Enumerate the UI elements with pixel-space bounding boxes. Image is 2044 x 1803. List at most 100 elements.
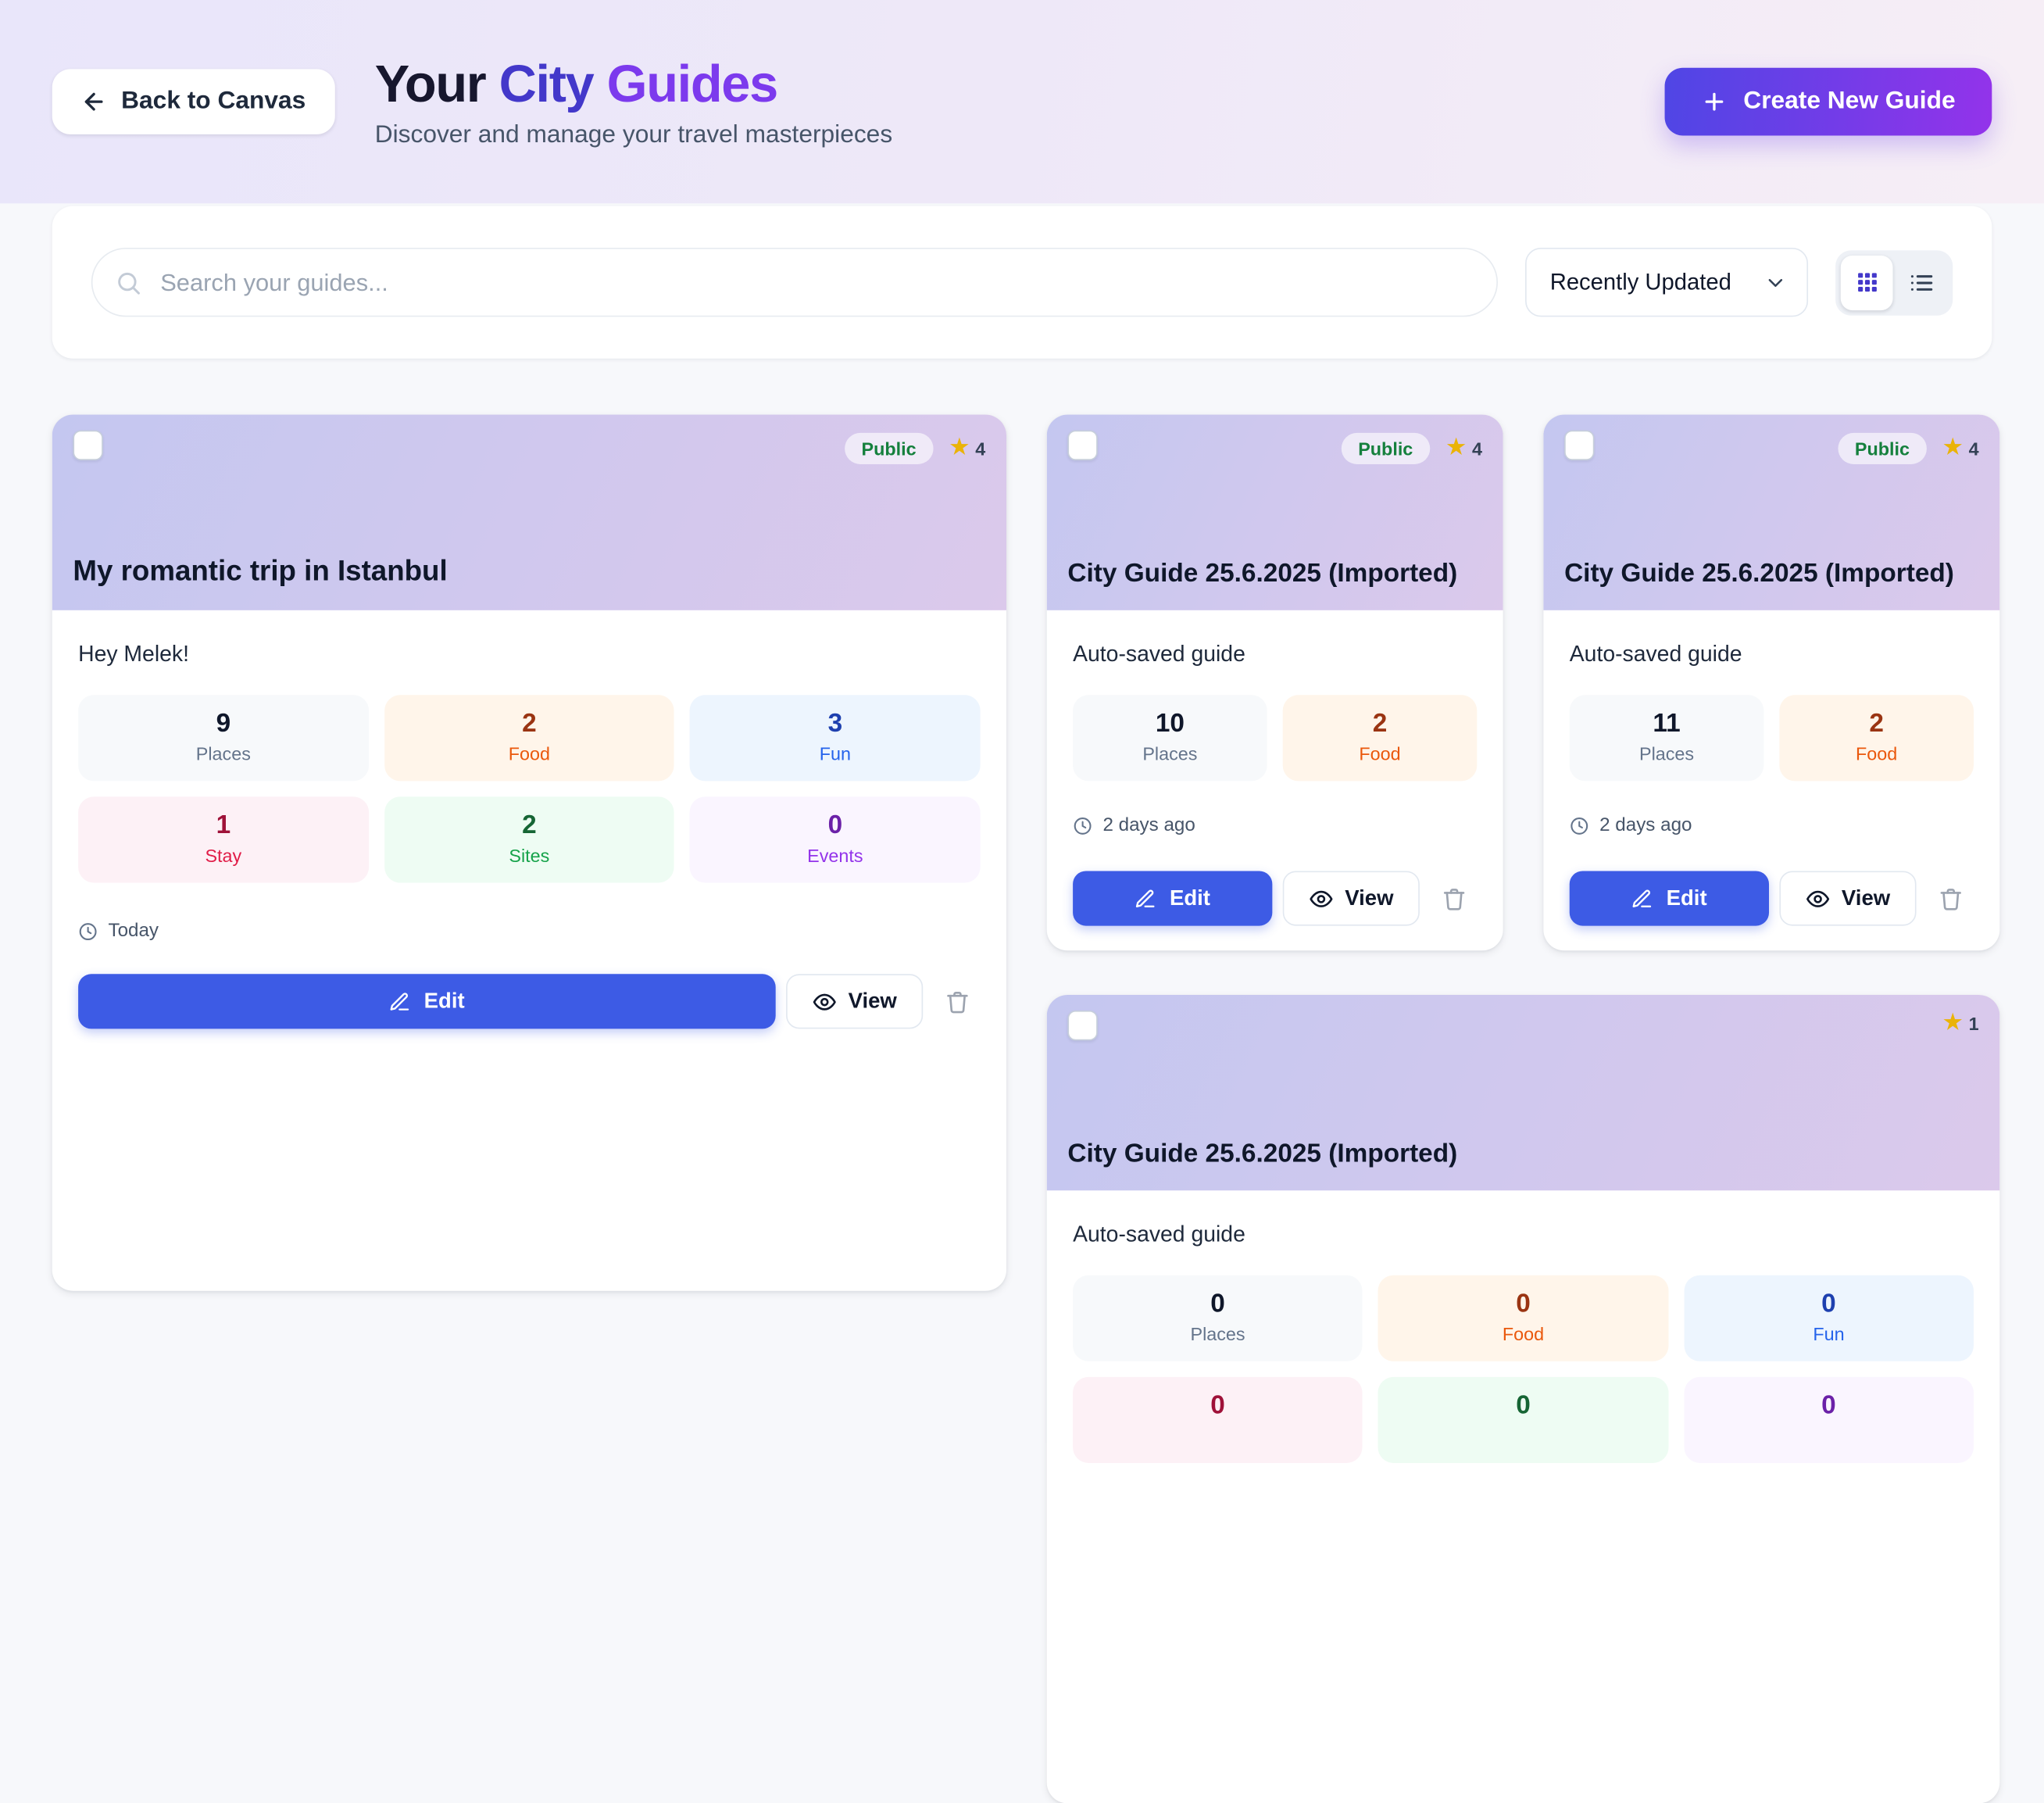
- stat-5: 0: [1378, 1376, 1668, 1463]
- back-label: Back to Canvas: [121, 87, 306, 115]
- card-actions: Edit View: [1073, 871, 1477, 926]
- view-label: View: [1345, 885, 1394, 910]
- delete-button[interactable]: [1430, 871, 1477, 925]
- delete-button[interactable]: [934, 974, 981, 1028]
- updated-timestamp: Today: [78, 921, 981, 942]
- select-checkbox[interactable]: [1067, 1011, 1098, 1041]
- stat-events: 0 Events: [690, 796, 981, 883]
- eye-icon: [1309, 886, 1334, 911]
- stat-label: Food: [508, 742, 550, 764]
- view-button[interactable]: View: [785, 974, 924, 1029]
- card-header: ★ 1 City Guide 25.6.2025 (Imported): [1046, 994, 2000, 1191]
- view-toggle: [1835, 249, 1953, 315]
- trash-icon: [1441, 886, 1466, 911]
- star-icon: ★: [1943, 1011, 1963, 1035]
- pencil-icon: [1631, 887, 1653, 909]
- list-icon: [1909, 270, 1935, 295]
- delete-button[interactable]: [1927, 871, 1974, 925]
- pencil-icon: [389, 990, 411, 1012]
- stat-value: 0: [1210, 1391, 1225, 1420]
- stat-value: 0: [1821, 1290, 1836, 1318]
- star-rating: ★ 4: [950, 438, 985, 460]
- edit-button[interactable]: Edit: [1073, 871, 1272, 926]
- create-new-guide-button[interactable]: Create New Guide: [1665, 67, 1992, 136]
- edit-button[interactable]: Edit: [1569, 871, 1769, 926]
- stat-places: 9 Places: [78, 695, 369, 782]
- clock-icon: [1570, 816, 1589, 835]
- star-icon: ★: [1446, 436, 1466, 460]
- card-body: Auto-saved guide 10 Places 2 Food 2 days a…: [1047, 610, 1503, 950]
- updated-text: 2 days ago: [1599, 814, 1692, 836]
- view-button[interactable]: View: [1778, 871, 1917, 926]
- updated-timestamp: 2 days ago: [1073, 815, 1477, 835]
- guide-card-imported-2: Public ★ 4 City Guide 25.6.2025 (Importe…: [1543, 414, 2000, 951]
- card-actions: Edit View: [1569, 871, 1974, 926]
- stat-value: 2: [1869, 709, 1884, 739]
- chevron-down-icon: [1763, 270, 1787, 294]
- guide-description: Auto-saved guide: [1569, 641, 1742, 667]
- view-button[interactable]: View: [1282, 871, 1420, 926]
- stat-value: 0: [1821, 1391, 1836, 1420]
- edit-label: Edit: [423, 989, 465, 1013]
- eye-icon: [812, 989, 837, 1014]
- stat-value: 3: [827, 709, 843, 739]
- edit-label: Edit: [1666, 885, 1707, 910]
- select-checkbox[interactable]: [1067, 430, 1098, 460]
- guide-description: Auto-saved guide: [1073, 641, 1245, 667]
- title-word-3: Guides: [606, 55, 779, 113]
- stat-food: 2 Food: [1282, 695, 1478, 782]
- stat-label: Fun: [1813, 1323, 1845, 1345]
- clock-icon: [78, 921, 98, 941]
- stat-label: Places: [1142, 742, 1198, 764]
- stat-label: [1689, 1426, 1969, 1447]
- title-word-1: Your: [374, 55, 487, 113]
- create-label: Create New Guide: [1743, 87, 1956, 115]
- stat-value: 0: [1516, 1290, 1531, 1318]
- sort-dropdown[interactable]: Recently Updated: [1525, 247, 1809, 317]
- pencil-icon: [1135, 887, 1156, 909]
- select-checkbox[interactable]: [1564, 430, 1595, 460]
- grid-view-button[interactable]: [1840, 255, 1893, 310]
- search-input[interactable]: [91, 247, 1498, 317]
- stats-grid: 11 Places 2 Food: [1569, 695, 1974, 782]
- card-body: Hey Melek! 9 Places 2 Food 3 Fun 1 Stay 2 Sit…: [52, 610, 1006, 1291]
- list-view-button[interactable]: [1896, 255, 1948, 309]
- stat-label: [1078, 1426, 1358, 1447]
- stat-4: 0: [1073, 1376, 1363, 1463]
- guide-card-imported-1: Public ★ 4 City Guide 25.6.2025 (Importe…: [1046, 414, 1503, 951]
- stats-grid: 0 Places 0 Food 0 Fun 0 0 0: [1073, 1275, 1974, 1463]
- stats-grid: 9 Places 2 Food 3 Fun 1 Stay 2 Sites 0 Events: [78, 695, 981, 883]
- stat-label: [1384, 1426, 1663, 1447]
- guide-title: City Guide 25.6.2025 (Imported): [1067, 559, 1458, 588]
- eye-icon: [1805, 886, 1830, 911]
- stat-places: 0 Places: [1073, 1275, 1363, 1361]
- select-checkbox[interactable]: [73, 430, 103, 460]
- guide-card-imported-3: ★ 1 City Guide 25.6.2025 (Imported) Auto…: [1046, 994, 2000, 1803]
- guides-grid: Public ★ 4 My romantic trip in Istanbul …: [52, 414, 2000, 1803]
- star-rating: ★ 1: [1943, 1011, 1978, 1035]
- stat-food: 0 Food: [1378, 1275, 1668, 1361]
- arrow-left-icon: [80, 88, 106, 114]
- guide-card-istanbul: Public ★ 4 My romantic trip in Istanbul …: [52, 414, 1007, 1291]
- app-header: Back to Canvas Your City Guides Discover…: [0, 0, 2044, 204]
- stat-value: 2: [522, 709, 537, 739]
- star-count: 4: [1471, 438, 1482, 460]
- sort-selected-label: Recently Updated: [1549, 268, 1731, 295]
- star-icon: ★: [1943, 436, 1963, 460]
- card-header: Public ★ 4 City Guide 25.6.2025 (Importe…: [1543, 414, 2000, 610]
- toolbar: Recently Updated: [52, 206, 1992, 359]
- stat-label: Food: [1502, 1323, 1545, 1345]
- plus-icon: [1702, 88, 1728, 114]
- page-subtitle: Discover and manage your travel masterpi…: [374, 120, 893, 148]
- edit-button[interactable]: Edit: [78, 974, 776, 1029]
- back-to-canvas-button[interactable]: Back to Canvas: [52, 69, 334, 134]
- stat-label: Food: [1856, 742, 1898, 764]
- public-badge: Public: [1838, 432, 1927, 464]
- edit-label: Edit: [1169, 885, 1210, 910]
- stat-places: 10 Places: [1073, 695, 1267, 782]
- public-badge: Public: [1341, 432, 1431, 464]
- stat-value: 0: [827, 810, 843, 840]
- title-block: Your City Guides Discover and manage you…: [375, 54, 1625, 149]
- card-actions: Edit View: [78, 974, 981, 1029]
